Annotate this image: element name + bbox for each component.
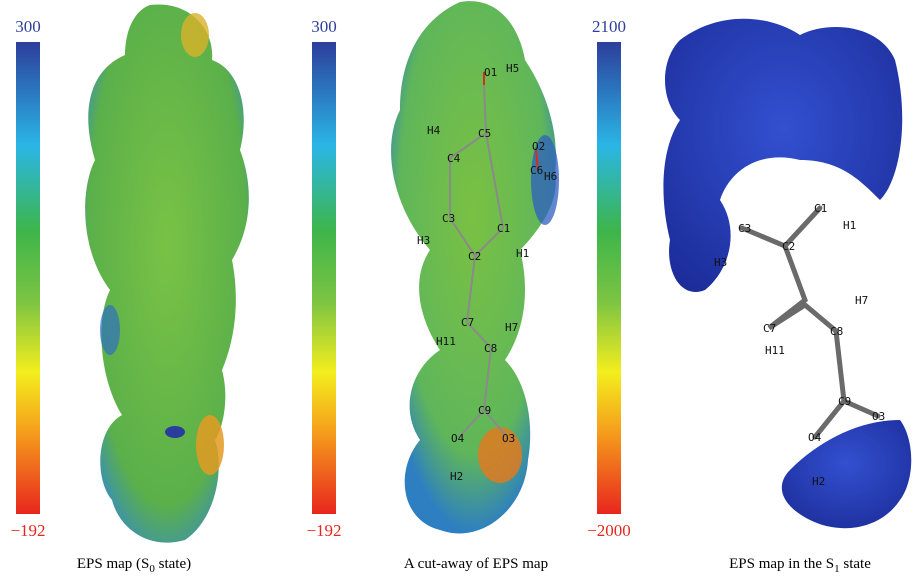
atom-label: H5 [506, 62, 519, 75]
atom-label: H1 [843, 219, 856, 232]
caption-text: state) [155, 556, 191, 572]
atom-label: H2 [812, 475, 825, 488]
atom-label: C3 [442, 212, 455, 225]
atom-label: H3 [417, 234, 430, 247]
atom-label: H11 [765, 344, 785, 357]
caption-text: state [840, 556, 872, 572]
atom-label: H3 [714, 256, 727, 269]
atom-label: H4 [427, 124, 441, 137]
atom-label: C1 [497, 222, 510, 235]
atom-label: H7 [855, 294, 868, 307]
color-bar [16, 42, 40, 514]
atom-label: C9 [478, 404, 491, 417]
scale-min: −2000 [587, 521, 631, 540]
atom-label: C2 [468, 250, 481, 263]
atom-label: H11 [436, 335, 456, 348]
atom-label: C8 [484, 342, 497, 355]
scale-min: −192 [10, 521, 45, 540]
atom-label: O4 [808, 431, 822, 444]
atom-label: O3 [502, 432, 515, 445]
atom-label: O4 [451, 432, 465, 445]
atom-label: O2 [532, 140, 545, 153]
atom-label: C1 [814, 202, 827, 215]
caption: EPS map in the S1 state [729, 556, 871, 575]
surface-map [85, 4, 249, 542]
caption: A cut-away of EPS map [404, 556, 548, 572]
surface-map [391, 1, 559, 533]
atom-label: H1 [516, 247, 529, 260]
caption: EPS map (S0 state) [77, 556, 191, 575]
color-bar [312, 42, 336, 514]
scale-max: 300 [15, 17, 41, 36]
atom-label: O3 [872, 410, 885, 423]
atom-label: C6 [530, 164, 543, 177]
caption-text: EPS map (S [77, 556, 150, 572]
caption-text: EPS map in the S [729, 556, 834, 572]
surface-map [663, 19, 911, 528]
figure: 300 −192 300 −192 2100 −2000 O1 H5 H4 C5… [0, 0, 916, 583]
atom-label: H2 [450, 470, 463, 483]
atom-label: C3 [738, 222, 751, 235]
atom-label: H6 [544, 170, 557, 183]
color-bar [597, 42, 621, 514]
atom-label: C5 [478, 127, 491, 140]
atom-label: C7 [461, 316, 474, 329]
scale-max: 300 [311, 17, 337, 36]
atom-label: C9 [838, 395, 851, 408]
atom-label: C4 [447, 152, 461, 165]
atom-label: C7 [763, 322, 776, 335]
atom-label: H7 [505, 321, 518, 334]
scale-max: 2100 [592, 17, 626, 36]
atom-label: O1 [484, 66, 497, 79]
scale-min: −192 [306, 521, 341, 540]
atom-label: C8 [830, 325, 843, 338]
atom-label: C2 [782, 240, 795, 253]
